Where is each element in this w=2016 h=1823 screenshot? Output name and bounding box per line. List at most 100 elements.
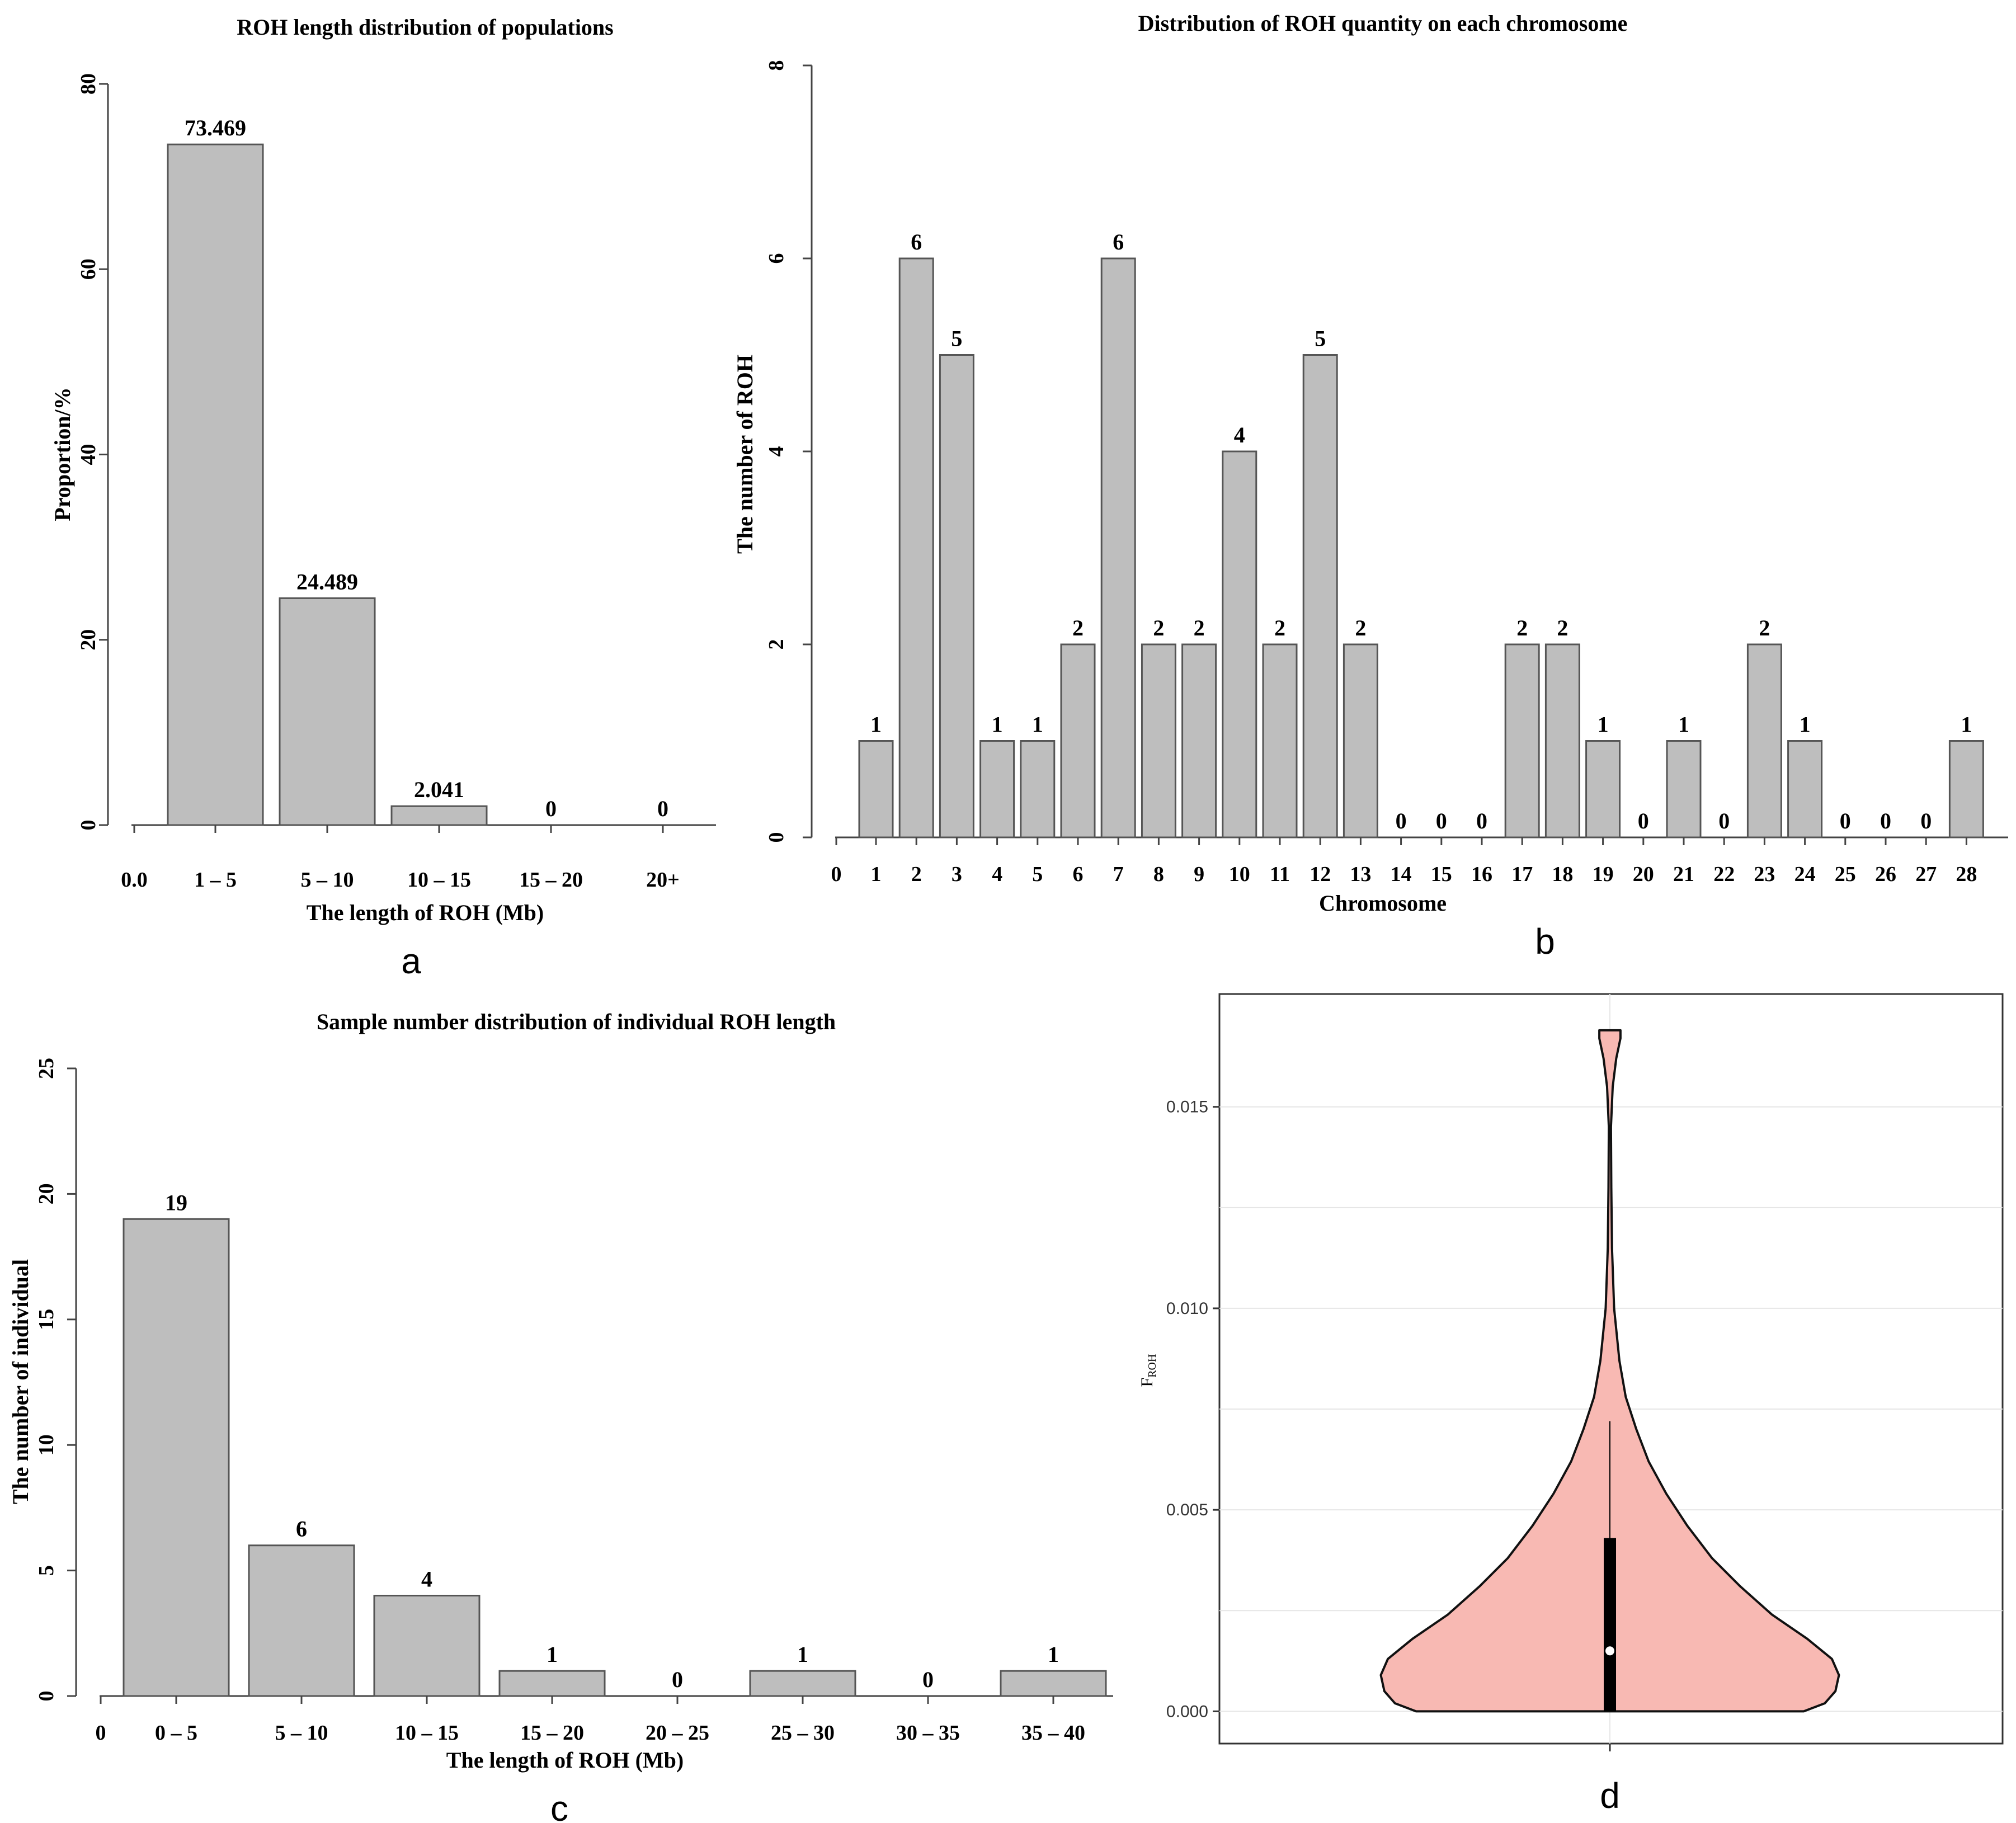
- x-tick-label: 8: [1153, 863, 1164, 886]
- bar: [1343, 643, 1378, 839]
- data-label: 2: [1516, 615, 1528, 640]
- x-tick-label: 20: [1633, 863, 1654, 886]
- data-label: 5: [951, 326, 962, 351]
- bar: [279, 597, 376, 826]
- panel-label: c: [550, 1788, 568, 1823]
- data-label: 1: [547, 1642, 558, 1667]
- x-axis-label: Chromosome: [1319, 891, 1447, 916]
- data-label: 0: [1638, 808, 1649, 833]
- data-label: 1: [870, 712, 882, 737]
- y-tick-label: 2: [765, 639, 788, 650]
- data-label: 73.469: [185, 115, 246, 140]
- bar: [248, 1544, 355, 1697]
- data-label: 2: [1153, 615, 1164, 640]
- data-label: 19: [165, 1190, 187, 1215]
- y-axis-label-sub: ROH: [1146, 1354, 1158, 1378]
- box-iqr: [1604, 1538, 1616, 1712]
- data-label: 1: [1598, 712, 1609, 737]
- bar: [1787, 740, 1823, 839]
- data-label: 2: [1355, 615, 1366, 640]
- x-tick-label: 27: [1915, 863, 1937, 886]
- bar: [1100, 257, 1136, 839]
- y-tick-label: 0.010: [1166, 1299, 1208, 1318]
- x-origin-label: 0: [96, 1721, 106, 1745]
- data-label: 4: [1234, 422, 1245, 447]
- bar: [167, 143, 264, 826]
- data-label: 1: [797, 1642, 808, 1667]
- x-origin-label: 0: [831, 863, 842, 886]
- data-label: 1: [1032, 712, 1043, 737]
- data-label: 0: [922, 1667, 934, 1692]
- y-axis-label: The number of ROH: [732, 355, 757, 554]
- bar: [1544, 643, 1580, 839]
- data-label: 2.041: [414, 777, 464, 802]
- x-axis-label: The length of ROH (Mb): [307, 900, 544, 925]
- x-origin-label: 0.0: [121, 868, 148, 892]
- y-tick-label: 10: [35, 1434, 58, 1455]
- x-tick-label: 35 – 40: [1021, 1721, 1085, 1745]
- y-tick-label: 0: [77, 820, 100, 831]
- x-tick-label: 28: [1956, 863, 1977, 886]
- data-label: 2: [1759, 615, 1770, 640]
- data-label: 4: [421, 1566, 432, 1591]
- x-tick-label: 6: [1073, 863, 1084, 886]
- x-tick-label: 22: [1713, 863, 1735, 886]
- data-label: 6: [911, 229, 922, 255]
- data-label: 2: [1557, 615, 1568, 640]
- y-tick-label: 80: [77, 73, 100, 95]
- data-label: 0: [1840, 808, 1851, 833]
- panel-label: a: [401, 941, 421, 981]
- x-tick-label: 20 – 25: [646, 1721, 709, 1745]
- x-tick-label: 24: [1794, 863, 1816, 886]
- x-tick-label: 5: [1032, 863, 1043, 886]
- bar: [498, 1670, 606, 1697]
- x-tick-label: 21: [1673, 863, 1694, 886]
- bar: [1302, 354, 1338, 839]
- data-label: 1: [1048, 1642, 1059, 1667]
- bar: [979, 740, 1015, 839]
- data-label: 0: [1396, 808, 1407, 833]
- y-tick-label: 4: [765, 446, 788, 457]
- data-label: 5: [1315, 326, 1326, 351]
- x-tick-label: 4: [992, 863, 1002, 886]
- data-label: 1: [1800, 712, 1811, 737]
- data-label: 0: [1476, 808, 1487, 833]
- y-tick-label: 20: [77, 629, 100, 651]
- y-axis-label: The number of individual: [8, 1259, 33, 1504]
- bar: [939, 354, 974, 839]
- y-axis-label: Proportion/%: [50, 387, 75, 521]
- y-tick-label: 8: [765, 60, 788, 71]
- data-label: 24.489: [296, 569, 358, 594]
- violin-shape: [1379, 1029, 1840, 1713]
- x-tick-label: 1: [871, 863, 882, 886]
- y-tick-label: 0: [35, 1691, 58, 1702]
- bar: [1141, 643, 1176, 839]
- x-axis-label: The length of ROH (Mb): [446, 1747, 684, 1773]
- x-tick-label: 1 – 5: [194, 868, 237, 892]
- x-tick-label: 19: [1593, 863, 1614, 886]
- y-tick-label: 6: [765, 253, 788, 264]
- chart-title: ROH length distribution of populations: [237, 15, 614, 40]
- x-tick-label: 3: [952, 863, 962, 886]
- x-tick-label: 17: [1511, 863, 1533, 886]
- x-tick-label: 12: [1310, 863, 1331, 886]
- data-label: 6: [1113, 229, 1124, 255]
- bar: [1000, 1670, 1107, 1697]
- y-axis-label-main: F: [1138, 1378, 1156, 1387]
- data-label: 0: [657, 796, 668, 821]
- panel-c-bar-chart: Sample number distribution of individual…: [8, 1009, 1113, 1823]
- data-label: 2: [1072, 615, 1084, 640]
- x-tick-label: 16: [1471, 863, 1492, 886]
- x-tick-label: 25 – 30: [771, 1721, 835, 1745]
- bar: [373, 1594, 481, 1697]
- bar: [1585, 740, 1621, 839]
- x-tick-label: 15 – 20: [519, 868, 583, 892]
- data-label: 1: [992, 712, 1003, 737]
- x-tick-label: 7: [1113, 863, 1124, 886]
- bar: [1948, 740, 1984, 839]
- x-tick-label: 25: [1835, 863, 1856, 886]
- data-label: 6: [296, 1516, 307, 1542]
- y-tick-label: 15: [35, 1309, 58, 1330]
- bar: [1666, 740, 1702, 839]
